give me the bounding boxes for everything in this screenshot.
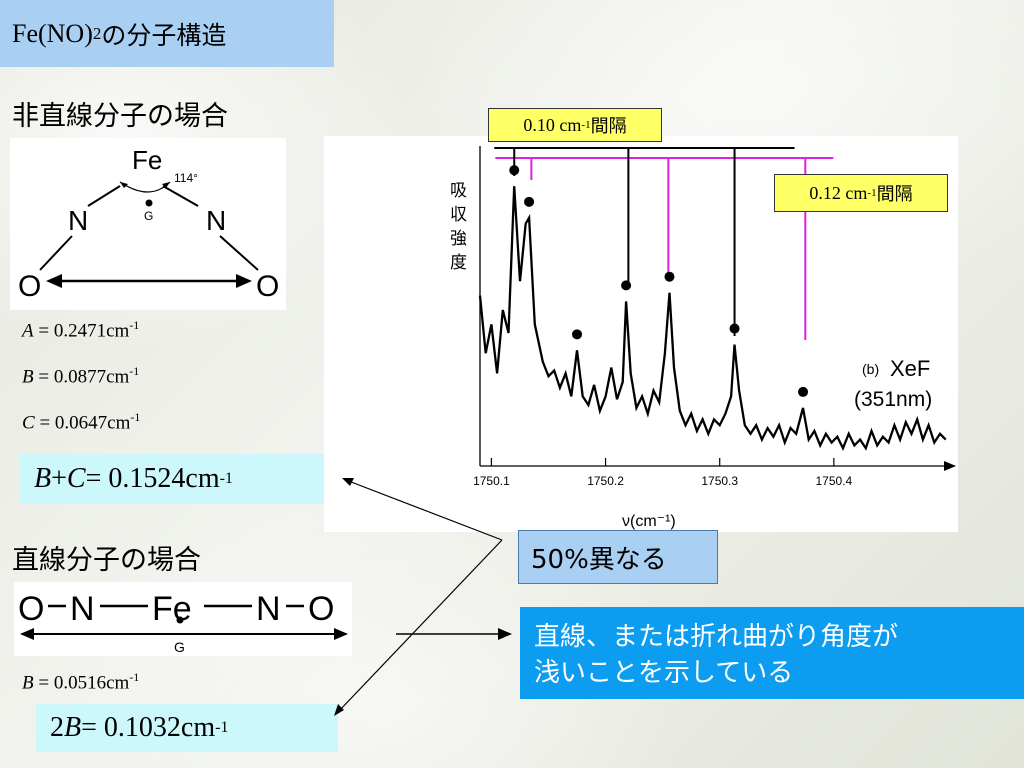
- atom-o-left: O: [18, 270, 41, 303]
- conclusion-box: 直線、または折れ曲がり角度が 浅いことを示している: [520, 607, 1024, 699]
- peak-marker: [572, 329, 583, 340]
- peak-marker: [729, 323, 740, 334]
- spectrum-line: [478, 186, 947, 452]
- ylabel-char-2: 収: [450, 205, 467, 225]
- ylabel-char-3: 強: [450, 229, 467, 249]
- x-tick-label: 1750.2: [587, 474, 624, 488]
- linear-constant-b: B = 0.0516cm-1: [22, 670, 140, 694]
- y-axis-label: 吸 収 強 度: [450, 181, 467, 273]
- bent-sum-result: B + C = 0.1524cm -1: [20, 454, 340, 504]
- bent-heading: 非直線分子の場合: [12, 101, 228, 132]
- slide-title: Fe(NO) 2 の分子構造: [0, 0, 334, 67]
- center-of-mass-dot: [145, 199, 153, 207]
- title-suffix: の分子構造: [101, 20, 227, 50]
- linear-atom-o2: O: [308, 590, 334, 628]
- title-subscript: 2: [92, 23, 102, 43]
- angle-label: 114°: [174, 171, 198, 185]
- linear-atom-fe: Fe: [152, 590, 192, 628]
- species-label: XeF: [890, 356, 930, 381]
- linear-molecule-diagram: O N Fe N O G: [14, 582, 352, 656]
- bent-molecule-diagram: Fe 114° G N N O O: [10, 138, 286, 310]
- atom-n-left: N: [68, 205, 88, 236]
- linear-g-label: G: [174, 639, 185, 655]
- peak-marker: [664, 271, 675, 282]
- atom-o-right: O: [256, 270, 279, 303]
- peak-marker: [621, 280, 632, 291]
- constant-b: B = 0.0877cm-1: [22, 364, 140, 388]
- conclusion-line-1: 直線、または折れ曲がり角度が: [534, 622, 899, 652]
- x-tick-label: 1750.4: [816, 474, 853, 488]
- conclusion-line-2: 浅いことを示している: [534, 658, 794, 688]
- ylabel-char-1: 吸: [450, 181, 467, 201]
- x-axis-label: ν(cm⁻¹): [622, 513, 676, 530]
- arrow-to-linear-result: [337, 539, 503, 713]
- constant-a: A = 0.2471cm-1: [22, 318, 140, 342]
- g-label: G: [144, 209, 153, 223]
- x-tick-label: 1750.3: [701, 474, 738, 488]
- spacing-pink-note: 0.12 cm -1 間隔: [774, 174, 948, 212]
- peak-marker: [798, 386, 809, 397]
- arrow-to-bent-result: [345, 479, 503, 541]
- linear-atom-n1: N: [70, 590, 95, 628]
- spacing-black-note: 0.10 cm -1 間隔: [488, 108, 662, 142]
- constant-c: C = 0.0647cm-1: [22, 410, 141, 434]
- x-tick-label: 1750.1: [473, 474, 510, 488]
- atom-fe: Fe: [132, 145, 162, 175]
- peak-marker: [524, 196, 535, 207]
- linear-atom-o1: O: [18, 590, 44, 628]
- ylabel-char-4: 度: [450, 253, 467, 273]
- peak-marker: [509, 165, 520, 176]
- wavelength-label: (351nm): [854, 388, 932, 411]
- differ-note: 50%異なる: [518, 530, 718, 584]
- linear-atom-n2: N: [256, 590, 281, 628]
- spectrum-chart: 吸 収 強 度 1750.1 1750.2 1750.3 1750.4 (b) XeF…: [324, 136, 958, 532]
- title-main: Fe(NO): [12, 18, 93, 48]
- panel-label: (b): [862, 361, 879, 377]
- atom-n-right: N: [206, 205, 226, 236]
- linear-center-dot: [176, 616, 184, 624]
- linear-heading: 直線分子の場合: [12, 545, 201, 576]
